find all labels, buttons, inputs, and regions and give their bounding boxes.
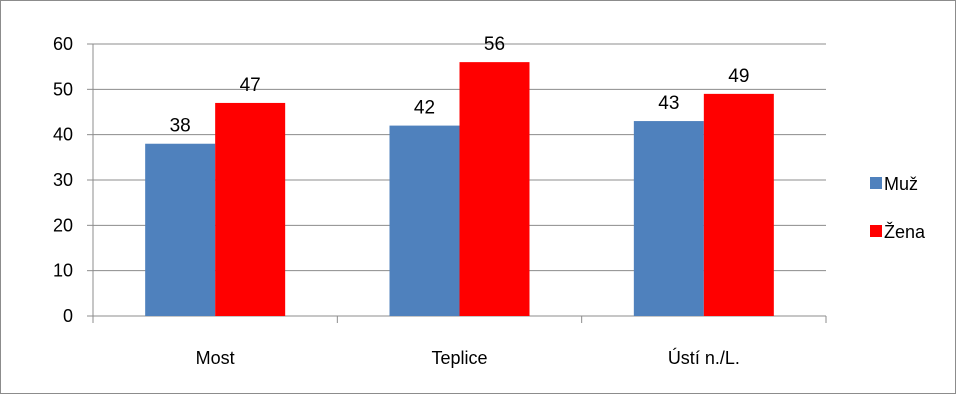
bar-Žena-Ústí n./L.: [703, 93, 774, 316]
y-tick-label: 30: [53, 170, 73, 190]
bar-Žena-Teplice: [459, 62, 530, 317]
legend-swatch-2: [870, 225, 882, 237]
y-tick-label: 40: [53, 125, 73, 145]
legend-swatch-1: [870, 177, 882, 189]
data-label: 49: [728, 66, 749, 87]
x-category-label: Most: [196, 348, 235, 368]
bar-Muž-Most: [145, 143, 216, 316]
data-label: 43: [658, 93, 679, 114]
data-label: 38: [170, 116, 191, 137]
data-label: 47: [240, 75, 261, 96]
legend-label-2: Žena: [884, 222, 926, 242]
bar-Žena-Most: [215, 102, 286, 316]
bar-Muž-Ústí n./L.: [633, 121, 704, 316]
x-category-label: Ústí n./L.: [668, 347, 740, 368]
y-tick-label: 60: [53, 34, 73, 54]
legend-label-1: Muž: [884, 174, 918, 194]
y-tick-label: 0: [63, 306, 73, 326]
y-tick-label: 20: [53, 215, 73, 235]
y-tick-label: 10: [53, 261, 73, 281]
data-label: 42: [414, 98, 435, 119]
bars: [145, 62, 774, 317]
data-label: 56: [484, 34, 505, 55]
legend: Muž Žena: [870, 174, 926, 242]
y-tick-label: 50: [53, 79, 73, 99]
data-labels: 38 47 42 56 43 49: [170, 34, 750, 137]
x-category-label: Teplice: [431, 348, 487, 368]
bar-Muž-Teplice: [389, 125, 460, 316]
